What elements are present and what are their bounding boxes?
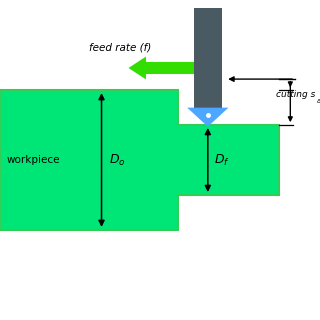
Bar xyxy=(194,8,222,108)
Text: cutting s: cutting s xyxy=(276,91,316,100)
Text: workpiece: workpiece xyxy=(6,155,60,165)
Text: $D_f$: $D_f$ xyxy=(213,152,229,168)
Polygon shape xyxy=(0,90,279,230)
Text: $D_o$: $D_o$ xyxy=(108,152,125,168)
Text: a: a xyxy=(316,98,320,104)
Text: feed rate (f): feed rate (f) xyxy=(90,42,152,52)
FancyArrow shape xyxy=(129,57,195,79)
Polygon shape xyxy=(187,108,228,127)
